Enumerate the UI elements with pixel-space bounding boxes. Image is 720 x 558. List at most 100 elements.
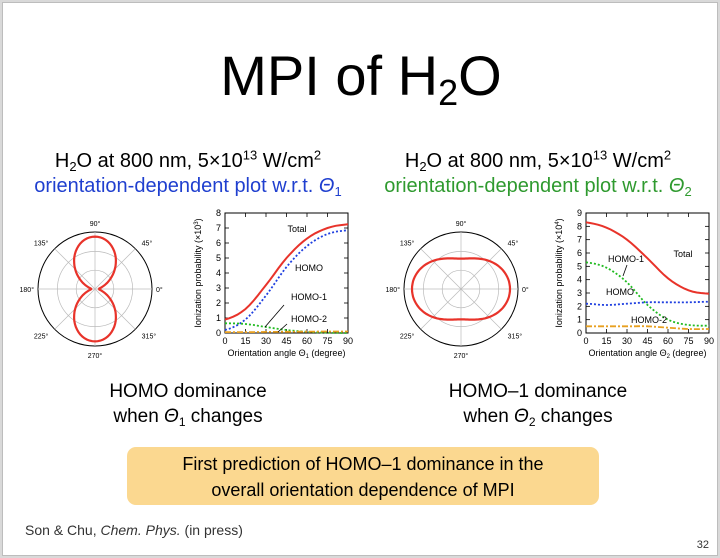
polar-angle-label: 45° [508,239,519,247]
polar-angle-label: 135° [34,239,49,247]
polar-angle-label: 225° [34,333,49,341]
left-condition: H2O at 800 nm, 5×1013 W/cm2 [54,147,322,174]
series-label-homo: HOMO [606,287,634,297]
y-tick-label: 4 [577,275,582,285]
x-tick-label: 75 [322,336,332,346]
y-tick-label: 0 [577,328,582,338]
polar-angle-label: 0° [156,286,163,294]
y-tick-label: 7 [216,223,221,233]
highlight-line-2: overall orientation dependence of MPI [211,480,515,500]
x-tick-label: 60 [663,336,673,346]
citation: Son & Chu, Chem. Phys. (in press) [25,522,243,538]
polar-angle-label: 225° [400,333,415,341]
y-tick-label: 8 [577,221,582,231]
x-tick-label: 60 [302,336,312,346]
polar-angle-label: 180° [20,286,35,294]
polar-plot-0: 90° 45° 0° 315° 270° 225° 180° 135° [20,220,163,360]
y-tick-label: 1 [216,313,221,323]
y-tick-label: 7 [577,235,582,245]
x-tick-label: 0 [222,336,227,346]
series-line-homo-2 [586,325,709,331]
y-axis-label-exp: 3 [194,221,200,225]
right-condition: H2O at 800 nm, 5×1013 W/cm2 [404,147,672,174]
y-axis-label: Ionization probability (×104) [554,218,564,327]
polar-plot-2: 90° 45° 0° 315° 270° 225° 180° 135° [386,220,529,360]
polar-angle-label: 0° [522,286,529,294]
x-tick-label: 0 [583,336,588,346]
series-line-homo-1 [585,261,709,327]
x-tick-label: 75 [683,336,693,346]
polar-spoke [460,248,502,290]
polar-angle-label: 180° [386,286,401,294]
y-tick-label: 3 [216,283,221,293]
y-axis-label-close: ) [554,218,564,221]
polar-angle-label: 270° [454,352,469,360]
series-line-homo-1 [225,322,348,334]
x-tick-label: 15 [240,336,250,346]
y-tick-label: 4 [216,268,221,278]
series-label-homo-2: HOMO-2 [631,315,667,325]
polar-angle-label: 90° [90,220,101,228]
polar-angle-label: 45° [142,239,153,247]
polar-spoke [420,248,462,290]
x-tick-label: 45 [281,336,291,346]
y-tick-label: 1 [577,315,582,325]
title-subscript: 2 [438,72,459,113]
series-line-total [224,223,349,321]
x-axis-label-sub: 2 [667,354,671,360]
series-line-total [585,221,710,295]
series-label-homo: HOMO [295,263,323,273]
series-label-homo-1: HOMO-1 [291,292,327,302]
charts-area: 90°45°0°315°270°225°180°135°0 15 30 45 60 75 9… [20,208,714,360]
y-tick-label: 2 [577,301,582,311]
y-tick-label: 8 [216,208,221,218]
y-tick-label: 5 [216,253,221,263]
y-tick-label: 0 [216,328,221,338]
x-tick-label: 30 [261,336,271,346]
series-line-homo [224,229,349,331]
polar-angle-label: 135° [400,239,415,247]
y-axis-label: Ionization probability (×103) [193,218,203,327]
y-tick-label: 9 [577,208,582,218]
title-suffix: O [458,44,502,107]
y-tick-label: 6 [216,238,221,248]
polar-curve [72,235,118,343]
series-label-leader [277,323,288,333]
slide-title: MPI of H2O [3,48,719,111]
y-axis-label-close: ) [193,218,203,221]
polar-curve [410,257,512,321]
polar-angle-label: 270° [88,352,103,360]
x-tick-label: 90 [343,336,353,346]
title-text: MPI of H [220,44,439,107]
y-tick-label: 3 [577,288,582,298]
series-label-homo-1: HOMO-1 [608,254,644,264]
series-line-homo [585,300,710,306]
series-label-total: Total [287,224,306,234]
polar-spoke [460,288,502,330]
right-conclusion: HOMO–1 dominance when Θ2 changes [448,381,628,429]
y-tick-label: 5 [577,261,582,271]
polar-angle-label: 90° [456,220,467,228]
x-tick-label: 15 [601,336,611,346]
series-label-homo-2: HOMO-2 [291,314,327,324]
highlight-box: First prediction of HOMO–1 dominance in … [127,447,599,505]
polar-spoke [420,288,462,330]
series-line-homo-2 [225,330,348,334]
page-number: 32 [696,539,709,551]
y-tick-label: 6 [577,248,582,258]
y-axis-label-exp: 4 [555,221,561,225]
x-axis-label: Orientation angle Θ1 (degree) [228,348,346,360]
series-label-leader [264,304,285,328]
x-axis-label: Orientation angle Θ2 (degree) [589,348,707,360]
left-subtitle: orientation-dependent plot w.r.t. Θ1 [34,175,342,199]
x-axis-label-unit: (degree) [670,348,707,358]
x-tick-label: 30 [622,336,632,346]
x-axis-label-sub: 1 [306,354,310,360]
x-tick-label: 45 [642,336,652,346]
highlight-line-1: First prediction of HOMO–1 dominance in … [182,454,544,474]
left-conclusion: HOMO dominance when Θ1 changes [109,381,267,429]
x-tick-label: 90 [704,336,714,346]
